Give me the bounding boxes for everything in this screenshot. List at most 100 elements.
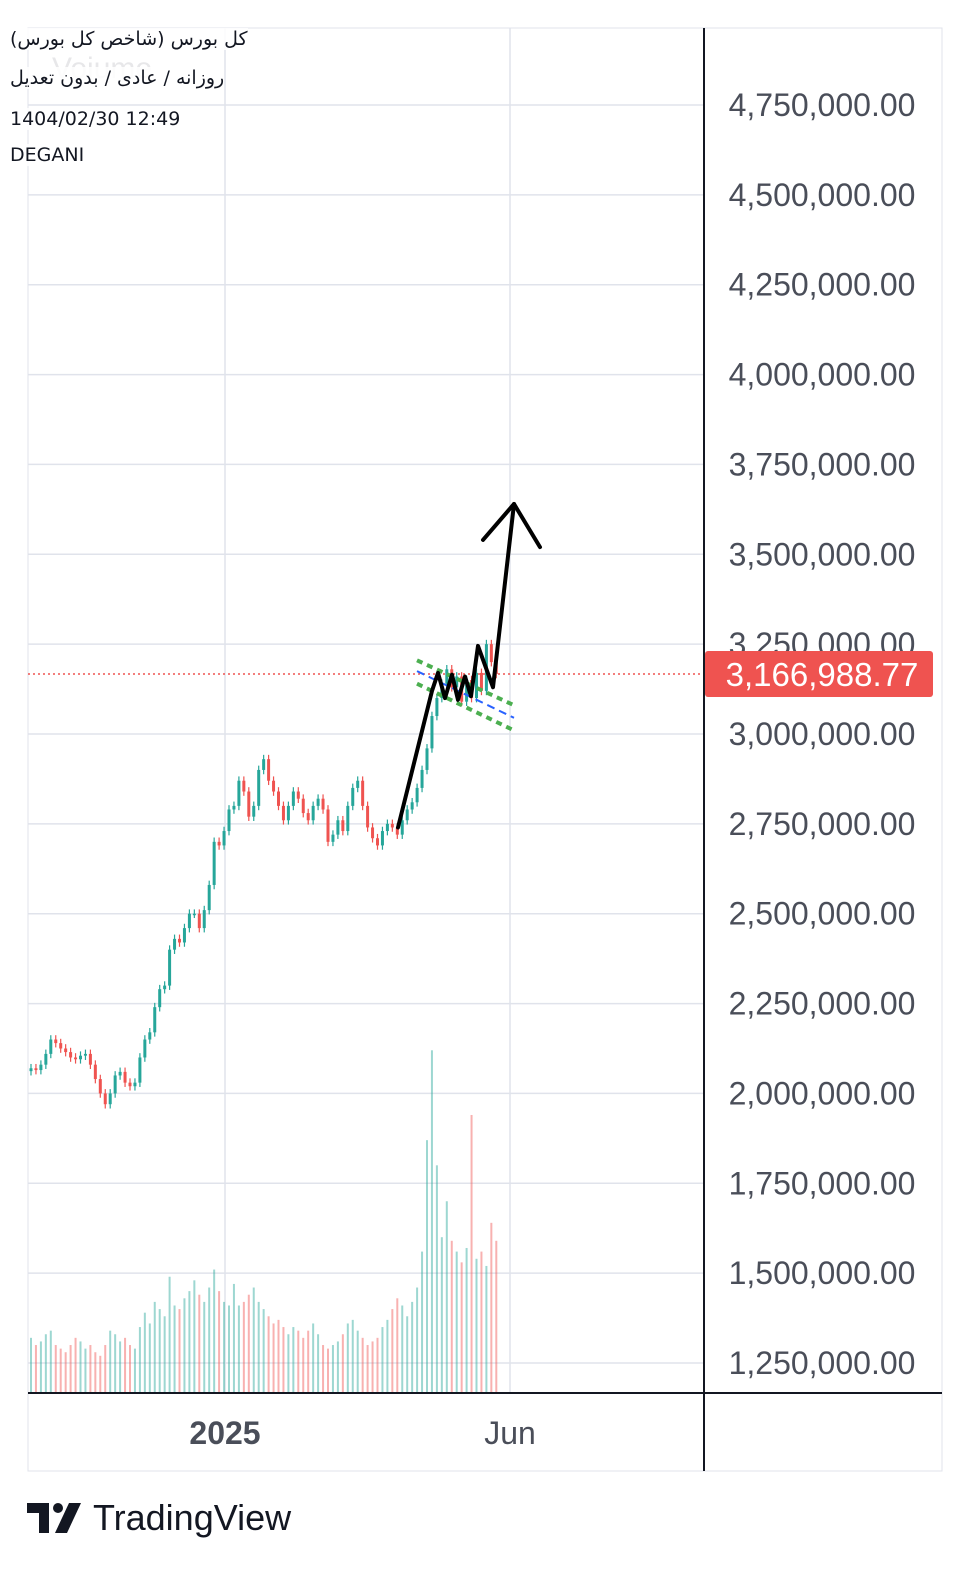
volume-bar (411, 1301, 414, 1393)
candle-body (425, 748, 429, 770)
tradingview-logo[interactable]: TradingView (27, 1497, 291, 1539)
candle-body (88, 1053, 92, 1065)
symbol-title: کل بورس (شاخص کل بورس) (10, 28, 248, 50)
volume-bar (322, 1345, 325, 1393)
candle-body (311, 805, 315, 821)
candle-body (173, 938, 177, 950)
candle-body (148, 1032, 152, 1040)
volume-bar (490, 1222, 493, 1393)
price-tick-label: 3,750,000.00 (729, 446, 916, 482)
candle-body (103, 1093, 107, 1105)
author-name: DEGANI (10, 144, 85, 166)
volume-bar (475, 1258, 478, 1393)
horizontal-gridlines (28, 104, 704, 1364)
volume-bar (396, 1298, 399, 1393)
candle-body (366, 805, 370, 828)
volume-bar (168, 1276, 171, 1393)
volume-bar (435, 1165, 438, 1393)
volume-bar (34, 1345, 37, 1393)
volume-bar (450, 1240, 453, 1393)
price-tick-label: 1,750,000.00 (729, 1165, 916, 1201)
candle-body (257, 769, 261, 806)
volume-bar (198, 1294, 201, 1393)
volume-bar (178, 1309, 181, 1393)
brand-name: TradingView (93, 1497, 292, 1538)
candle-body (143, 1039, 147, 1058)
volume-bar (39, 1341, 42, 1393)
candle-body (187, 913, 191, 929)
candle-body (153, 1007, 157, 1033)
candle-body (113, 1075, 117, 1094)
volume-bar (416, 1287, 419, 1393)
volume-bar (465, 1247, 468, 1393)
volume-bar (426, 1140, 428, 1393)
time-axis-labels: 2025 Jun (189, 1415, 535, 1451)
candle-body (74, 1057, 78, 1060)
volume-bar (346, 1323, 349, 1393)
volume-bar (262, 1309, 265, 1393)
volume-bar (470, 1114, 473, 1393)
volume-bar (183, 1298, 186, 1393)
volume-bar (124, 1337, 127, 1393)
volume-bar (480, 1251, 483, 1393)
volume-bar (371, 1341, 374, 1393)
candle-body (291, 791, 295, 806)
candle-body (405, 809, 409, 821)
candle-body (69, 1052, 73, 1058)
candle-body (163, 985, 167, 990)
volume-bar (173, 1305, 176, 1393)
volume-bar (89, 1345, 92, 1393)
candle-body (376, 838, 379, 846)
volume-bar (79, 1341, 82, 1393)
candle-body (321, 798, 325, 810)
candle-body (212, 841, 216, 885)
volume-bar (54, 1345, 57, 1393)
volume-bar (287, 1334, 290, 1393)
candle-body (479, 672, 483, 691)
volume-bar (327, 1348, 329, 1393)
volume-bar (242, 1301, 245, 1393)
candle-body (54, 1039, 58, 1044)
candle-body (133, 1082, 137, 1087)
volume-bar (193, 1280, 196, 1393)
candle-body (242, 780, 246, 792)
candle-body (371, 827, 375, 839)
volume-bar (237, 1305, 240, 1393)
volume-bar (99, 1355, 102, 1393)
chart-frame (27, 27, 943, 1472)
candle-body (158, 989, 162, 1008)
volume-bar (317, 1334, 320, 1393)
candle-body (380, 831, 384, 846)
chart-settings: روزانه / عادی / بدون تعدیل (10, 67, 225, 89)
candle-body (301, 798, 305, 814)
volume-bar (361, 1337, 364, 1393)
volume-bar (445, 1201, 448, 1393)
volume-bar (430, 1050, 433, 1393)
volume-bar (143, 1312, 146, 1393)
volume-bar (188, 1291, 191, 1393)
volume-bar (282, 1327, 285, 1393)
price-tick-label: 4,500,000.00 (729, 177, 916, 213)
candle-body (128, 1082, 132, 1087)
volume-bar (307, 1330, 310, 1393)
price-tick-label: 4,750,000.00 (729, 87, 916, 123)
candle-body (351, 787, 355, 806)
volume-bar (366, 1345, 369, 1393)
candle-body (336, 820, 340, 835)
candle-body (262, 759, 266, 770)
candle-body (400, 820, 404, 835)
candle-body (465, 680, 469, 702)
channel-mid-line (416, 670, 515, 719)
volume-bar (485, 1265, 488, 1393)
candle-body (232, 805, 236, 810)
candle-body (247, 791, 251, 817)
volume-bar (440, 1237, 443, 1393)
volume-bars (30, 1050, 498, 1393)
volume-bar (138, 1327, 141, 1393)
candle-body (306, 813, 310, 821)
candle-body (430, 716, 434, 749)
arrow-head (481, 501, 542, 550)
volume-bar (218, 1291, 221, 1393)
candle-body (296, 791, 300, 799)
